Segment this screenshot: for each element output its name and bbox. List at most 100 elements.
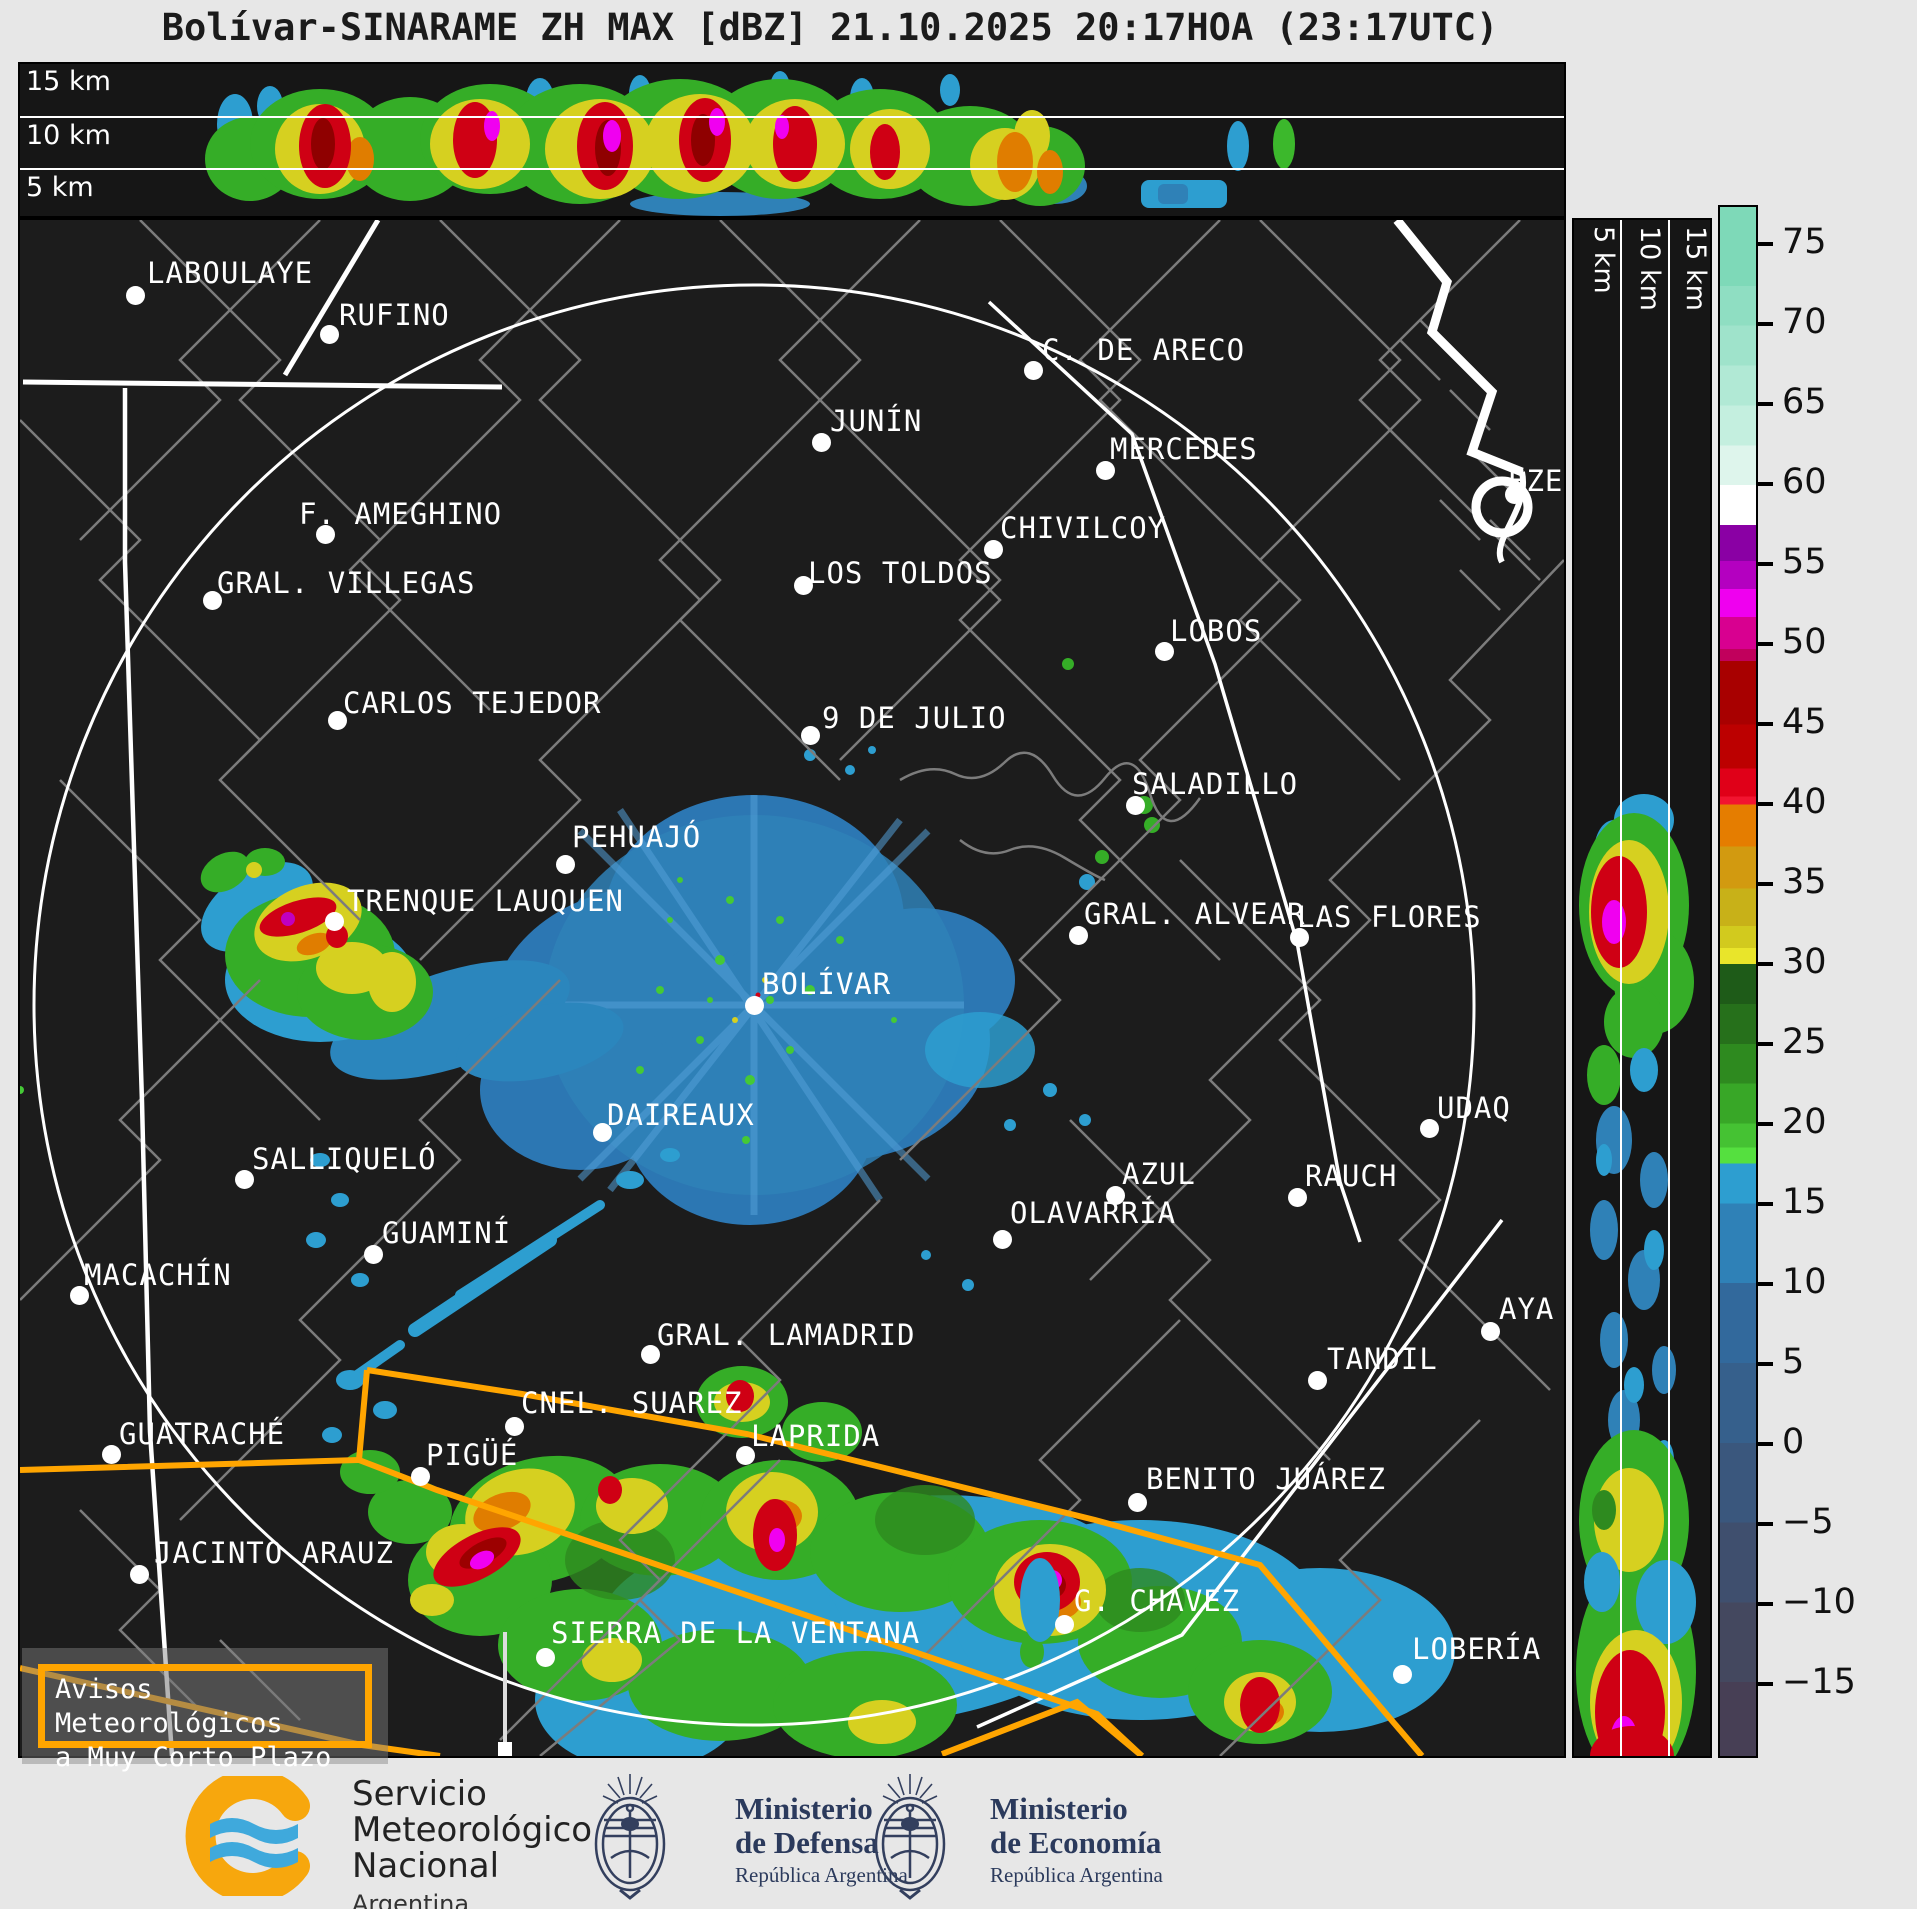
defensa-crest-icon [594, 1774, 666, 1900]
city-label: RAUCH [1305, 1159, 1398, 1193]
city-dot [203, 591, 222, 610]
city-label: EZE [1508, 464, 1564, 498]
altitude-label-15km: 15 km [26, 66, 111, 97]
altitude-label-15km-right: 15 km [1680, 226, 1711, 311]
city-dot [320, 325, 339, 344]
city-dot [364, 1245, 383, 1264]
city-label: GRAL. VILLEGAS [217, 566, 476, 600]
city-label: LAS FLORES [1297, 900, 1482, 934]
city-label: CHIVILCOY [1000, 511, 1167, 545]
city-label: LAPRIDA [751, 1419, 881, 1453]
colorbar-tick-label: 0 [1782, 1422, 1805, 1462]
city-label: TRENQUE LAUQUEN [347, 884, 624, 918]
city-dot [1481, 1322, 1500, 1341]
colorbar-tick-label: −15 [1782, 1662, 1856, 1702]
city-dot [556, 855, 575, 874]
colorbar-tick [1758, 1362, 1773, 1366]
colorbar-tick [1758, 802, 1773, 806]
city-label: 9 DE JULIO [822, 701, 1007, 735]
city-dot [316, 525, 335, 544]
city-label: F. AMEGHINO [299, 497, 503, 531]
colorbar-tick [1758, 642, 1773, 646]
city-dot [593, 1123, 612, 1142]
radar-range-ring [32, 283, 1476, 1727]
dbz-colorbar [1718, 205, 1758, 1758]
colorbar-tick [1758, 562, 1773, 566]
city-label: LOBOS [1170, 614, 1263, 648]
economia-crest-icon [874, 1774, 946, 1900]
city-label: DAIREAUX [607, 1098, 755, 1132]
city-label: UDAQ [1437, 1091, 1511, 1125]
city-label: MERCEDES [1110, 432, 1258, 466]
city-label: JUNÍN [830, 404, 923, 438]
city-label: SALADILLO [1132, 767, 1299, 801]
city-label: OLAVARRÍA [1010, 1196, 1177, 1230]
city-dot [1024, 361, 1043, 380]
city-label: CNEL. SUAREZ [521, 1386, 743, 1420]
city-label: SIERRA DE LA VENTANA [551, 1616, 921, 1650]
city-dot [1128, 1493, 1147, 1512]
city-label: RUFINO [339, 298, 450, 332]
colorbar-tick-label: 55 [1782, 542, 1827, 582]
colorbar-tick-label: −5 [1782, 1502, 1834, 1542]
colorbar-tick [1758, 242, 1773, 246]
colorbar-tick [1758, 1522, 1773, 1526]
city-dot [411, 1467, 430, 1486]
altitude-line-5km [20, 168, 1564, 170]
altitude-line-5km-right [1620, 220, 1622, 1756]
cross-section-top-panel: 15 km 10 km 5 km [18, 62, 1566, 218]
city-label: BENITO JUÁREZ [1146, 1462, 1386, 1496]
city-dot [1055, 1615, 1074, 1634]
city-label: PIGÜÉ [426, 1438, 519, 1472]
city-dot [1290, 928, 1309, 947]
cross-section-right-panel: 5 km 10 km 15 km [1572, 218, 1712, 1758]
colorbar-tick-label: 60 [1782, 462, 1827, 502]
city-label: PEHUAJÓ [572, 820, 702, 854]
city-dot [1393, 1665, 1412, 1684]
city-dot [70, 1286, 89, 1305]
city-dot [1505, 485, 1524, 504]
city-dot [984, 540, 1003, 559]
city-dot [745, 996, 764, 1015]
city-label: LOS TOLDOS [808, 556, 993, 590]
colorbar-tick-label: 65 [1782, 382, 1827, 422]
city-dot [993, 1230, 1012, 1249]
defensa-text: Ministerio de Defensa República Argentin… [735, 1791, 908, 1888]
colorbar-tick-label: 30 [1782, 942, 1827, 982]
city-dot [536, 1648, 555, 1667]
city-dot [1155, 642, 1174, 661]
warning-link-box[interactable]: Avisos Meteorológicos a Muy Corto Plazo [38, 1664, 372, 1773]
city-dot [1420, 1119, 1439, 1138]
colorbar-tick-label: 25 [1782, 1022, 1827, 1062]
city-dot [1069, 926, 1088, 945]
city-dot [1308, 1371, 1327, 1390]
colorbar-tick-label: 50 [1782, 622, 1827, 662]
trenque-lauquen-storm [200, 848, 624, 1082]
city-dot [641, 1345, 660, 1364]
city-label: GRAL. ALVEAR [1084, 897, 1306, 931]
smn-logo-icon [185, 1776, 310, 1896]
city-dot [1106, 1186, 1125, 1205]
colorbar-tick-label: 45 [1782, 702, 1827, 742]
city-label: TANDIL [1327, 1342, 1438, 1376]
city-label: JACINTO ARAUZ [154, 1536, 394, 1570]
map-marker-square [498, 1742, 512, 1756]
city-label: GUATRACHÉ [119, 1417, 286, 1451]
altitude-label-10km: 10 km [26, 120, 111, 151]
city-label: BOLÍVAR [762, 967, 892, 1001]
city-dot [812, 433, 831, 452]
city-layer: LABOULAYE RUFINO C. DE ARECO JUNÍN MERCEDES C… [20, 220, 1564, 1756]
colorbar-tick [1758, 322, 1773, 326]
city-label: LABOULAYE [147, 256, 314, 290]
city-dot [736, 1446, 755, 1465]
warning-line-1: Avisos Meteorológicos [55, 1674, 283, 1739]
southern-storm-complex [322, 1366, 1455, 1756]
smn-logo-text: Servicio Meteorológico Nacional Argentin… [352, 1774, 593, 1909]
city-label: AYA [1499, 1292, 1555, 1326]
city-dot [126, 286, 145, 305]
colorbar-tick-label: 35 [1782, 862, 1827, 902]
footer: Servicio Meteorológico Nacional Argentin… [0, 1758, 1917, 1909]
warning-line-2: a Muy Corto Plazo [55, 1742, 332, 1773]
colorbar-tick-label: 5 [1782, 1342, 1805, 1382]
